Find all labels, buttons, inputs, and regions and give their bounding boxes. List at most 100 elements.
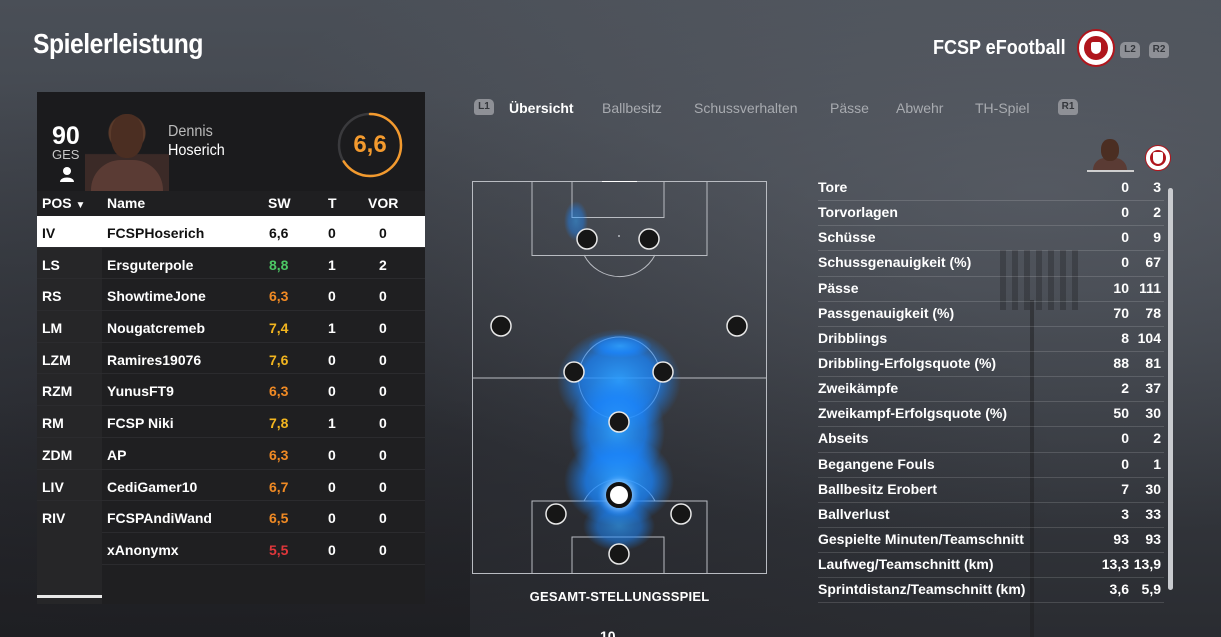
team-crest-icon xyxy=(1145,145,1171,171)
stat-player-value: 0 xyxy=(1121,229,1129,246)
position-dot-st-right xyxy=(638,228,660,250)
table-row[interactable]: LZM Ramires19076 7,6 0 0 xyxy=(37,342,425,375)
background-floodlight-pole xyxy=(1030,300,1034,637)
position-dot-selected-iv xyxy=(606,482,632,508)
stat-player-value: 0 xyxy=(1121,455,1129,472)
r1-button-hint[interactable]: R1 xyxy=(1058,99,1078,115)
table-row[interactable]: RIV FCSPAndiWand 6,5 0 0 xyxy=(37,501,425,533)
table-row[interactable]: LIV CediGamer10 6,7 0 0 xyxy=(37,469,425,502)
player-rating: 8,8 xyxy=(269,256,289,273)
tab-ballbesitz[interactable]: Ballbesitz xyxy=(602,100,662,116)
match-rating-ring xyxy=(337,112,403,178)
stat-team-value: 104 xyxy=(1137,329,1161,346)
pos-cell-bg xyxy=(37,216,102,247)
table-row[interactable]: RZM YunusFT9 6,3 0 0 xyxy=(37,374,425,407)
player-position: LM xyxy=(42,320,63,337)
l1-button-hint[interactable]: L1 xyxy=(474,99,494,115)
player-rating: 6,3 xyxy=(269,446,289,463)
stat-label: Pässe xyxy=(818,279,859,296)
player-rating: 7,4 xyxy=(269,320,289,337)
stat-player-value: 3 xyxy=(1121,505,1129,522)
match-rating: 6,6 xyxy=(353,131,387,158)
table-row[interactable]: LS Ersguterpole 8,8 1 2 xyxy=(37,247,425,280)
col-pos-header[interactable]: POS ▼ xyxy=(42,195,86,211)
tab-th-spiel[interactable]: TH-Spiel xyxy=(975,100,1030,116)
stat-row: Ballbesitz Erobert 7 30 xyxy=(818,478,1164,503)
col-sw-header: SW xyxy=(268,195,291,211)
l2-button-hint[interactable]: L2 xyxy=(1120,42,1140,58)
player-name: FCSPHoserich xyxy=(107,225,205,241)
stat-player-value: 2 xyxy=(1121,380,1129,397)
background-floodlight xyxy=(1000,250,1080,310)
player-assists: 0 xyxy=(379,541,387,558)
player-rating: 6,3 xyxy=(269,288,289,305)
player-assists: 2 xyxy=(379,256,387,273)
position-dot-lzm xyxy=(563,361,585,383)
stat-label: Laufweg/Teamschnitt (km) xyxy=(818,556,994,573)
stat-row: Laufweg/Teamschnitt (km) 13,3 13,9 xyxy=(818,553,1164,579)
stat-team-value: 111 xyxy=(1139,279,1161,296)
stat-player-value: 0 xyxy=(1121,204,1129,221)
tab--bersicht[interactable]: Übersicht xyxy=(509,100,574,116)
stat-player-value: 0 xyxy=(1121,179,1129,195)
stat-label: Ballverlust xyxy=(818,505,890,522)
stat-label: Passgenauigkeit (%) xyxy=(818,304,955,321)
player-name: YunusFT9 xyxy=(107,383,174,400)
stat-row: Tore 0 3 xyxy=(818,176,1164,202)
stat-label: Begangene Fouls xyxy=(818,455,935,472)
position-dot-rzm xyxy=(652,361,674,383)
player-goals: 0 xyxy=(328,478,336,495)
player-rating: 7,8 xyxy=(269,415,289,432)
player-first-name: Dennis xyxy=(168,123,213,140)
player-rating: 6,6 xyxy=(269,225,289,241)
stat-team-value: 93 xyxy=(1145,530,1161,547)
player-position: RIV xyxy=(42,510,66,527)
stat-team-value: 33 xyxy=(1145,505,1161,522)
table-row[interactable]: RM FCSP Niki 7,8 1 0 xyxy=(37,406,425,438)
position-dot-st-left xyxy=(576,228,598,250)
stat-player-value: 93 xyxy=(1113,530,1129,547)
player-goals: 0 xyxy=(328,351,336,368)
table-row[interactable]: IV FCSPHoserich 6,6 0 0 xyxy=(37,216,425,248)
pos-cell-bg xyxy=(37,437,102,469)
position-dot-rm xyxy=(726,315,748,337)
stat-team-value: 37 xyxy=(1145,380,1161,397)
player-goals: 1 xyxy=(328,415,336,432)
table-header: POS ▼ Name SW T VOR xyxy=(37,191,425,216)
tab-p-sse[interactable]: Pässe xyxy=(830,100,869,116)
position-dot-tw xyxy=(608,543,630,565)
tab-abwehr[interactable]: Abwehr xyxy=(896,100,944,116)
heatmap-pitch xyxy=(472,181,767,574)
player-goals: 0 xyxy=(328,383,336,400)
stat-team-value: 78 xyxy=(1145,304,1161,321)
player-name: FCSP Niki xyxy=(107,415,174,432)
player-goals: 0 xyxy=(328,510,336,527)
stat-player-value: 10 xyxy=(1113,279,1129,296)
player-position: LIV xyxy=(42,478,64,495)
stat-label: Abseits xyxy=(818,430,869,447)
tab-schussverhalten[interactable]: Schussverhalten xyxy=(694,100,798,116)
stats-scrollbar-thumb[interactable] xyxy=(1168,188,1173,590)
player-thumb xyxy=(1087,138,1134,172)
table-row[interactable]: ZDM AP 6,3 0 0 xyxy=(37,437,425,470)
r2-button-hint[interactable]: R2 xyxy=(1149,42,1169,58)
pos-cell-bg xyxy=(37,247,102,279)
panel-scroll-indicator xyxy=(37,595,102,598)
table-row[interactable]: LM Nougatcremeb 7,4 1 0 xyxy=(37,311,425,343)
stat-row: Begangene Fouls 0 1 xyxy=(818,453,1164,478)
stat-player-value: 13,3 xyxy=(1101,556,1129,573)
pos-cell-bg xyxy=(37,374,102,406)
player-position: RS xyxy=(42,288,62,305)
stat-label: Schussgenauigkeit (%) xyxy=(818,254,972,271)
player-rating: 6,3 xyxy=(269,383,289,400)
player-name: CediGamer10 xyxy=(107,478,198,495)
player-position: RZM xyxy=(42,383,73,400)
stat-team-value: 2 xyxy=(1153,430,1161,447)
pos-cell-bg xyxy=(37,342,102,374)
stat-label: Torvorlagen xyxy=(818,204,898,221)
pos-cell-bg xyxy=(37,311,102,342)
stat-label: Ballbesitz Erobert xyxy=(818,480,938,497)
table-row[interactable]: RS ShowtimeJone 6,3 0 0 xyxy=(37,279,425,312)
col-vor-header: VOR xyxy=(368,195,399,211)
stat-team-value: 13,9 xyxy=(1133,556,1161,573)
